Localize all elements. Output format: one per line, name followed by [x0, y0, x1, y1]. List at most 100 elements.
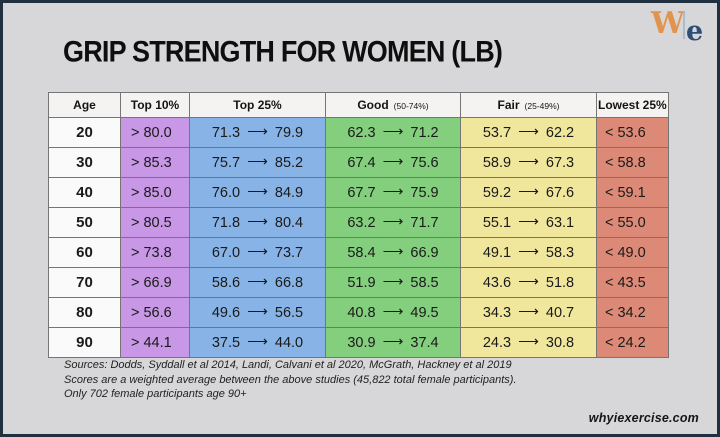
range-from: 67.4	[347, 154, 376, 171]
range-from: 40.8	[347, 304, 376, 321]
fair-cell: 58.9 ⟶ 67.3	[460, 147, 597, 178]
website-url: whyiexercise.com	[588, 411, 699, 425]
range-from: 67.0	[211, 244, 241, 261]
fair-cell: 24.3 ⟶ 30.8	[460, 327, 597, 358]
right-arrow-icon range-arrow: ⟶	[382, 183, 404, 200]
age-cell: 20	[48, 117, 121, 148]
top10-cell: > 80.5	[120, 207, 190, 238]
range-from: 37.5	[211, 334, 241, 351]
range-to: 30.8	[545, 334, 575, 351]
range-from: 59.2	[482, 184, 512, 201]
range-to: 84.9	[274, 184, 304, 201]
header-age-label: Age	[73, 98, 96, 112]
lowest-cell: < 24.2	[596, 327, 669, 358]
header-top25: Top 25%	[189, 92, 326, 118]
fair-cell: 53.7 ⟶ 62.2	[460, 117, 597, 148]
fair-cell: 59.2 ⟶ 67.6	[460, 177, 597, 208]
header-fair-sublabel: (25-49%)	[524, 101, 560, 111]
right-arrow-icon range-arrow: ⟶	[382, 123, 404, 140]
top10-cell: > 80.0	[120, 117, 190, 148]
range-from: 34.3	[482, 304, 512, 321]
right-arrow-icon range-arrow: ⟶	[382, 303, 404, 320]
range-to: 71.2	[410, 124, 439, 141]
header-top10: Top 10%	[120, 92, 190, 118]
source-line-2: Scores are a weighted average between th…	[64, 373, 517, 386]
logo-divider	[683, 12, 685, 39]
right-arrow-icon range-arrow: ⟶	[518, 243, 539, 260]
top10-cell: > 85.0	[120, 177, 190, 208]
good-cell: 58.4 ⟶ 66.9	[325, 237, 461, 268]
lowest-cell: < 34.2	[596, 297, 669, 328]
header-age: Age	[48, 92, 121, 118]
page-title: GRIP STRENGTH FOR WOMEN (LB)	[63, 35, 503, 68]
range-to: 75.9	[410, 184, 439, 201]
right-arrow-icon range-arrow: ⟶	[382, 333, 404, 350]
range-from: 30.9	[347, 334, 376, 351]
source-line-3: Only 702 female participants age 90+	[64, 388, 247, 400]
fair-cell: 34.3 ⟶ 40.7	[460, 297, 597, 328]
table-row: 30 > 85.3 75.7 ⟶ 85.2 67.4 ⟶ 75.6 58.9 ⟶ 67.3 …	[48, 147, 669, 178]
right-arrow-icon range-arrow: ⟶	[518, 183, 539, 200]
right-arrow-icon range-arrow: ⟶	[247, 213, 268, 230]
range-to: 73.7	[274, 244, 304, 261]
good-cell: 51.9 ⟶ 58.5	[325, 267, 461, 298]
header-fair: Fair (25-49%)	[460, 92, 597, 118]
top10-cell: > 66.9	[120, 267, 190, 298]
range-from: 67.7	[347, 184, 376, 201]
table-row: 70 > 66.9 58.6 ⟶ 66.8 51.9 ⟶ 58.5 43.6 ⟶ 51.8 …	[48, 267, 669, 298]
table-row: 40 > 85.0 76.0 ⟶ 84.9 67.7 ⟶ 75.9 59.2 ⟶ 67.6 …	[48, 177, 669, 208]
range-from: 51.9	[347, 274, 376, 291]
range-from: 55.1	[482, 214, 512, 231]
grip-strength-table: Age Top 10% Top 25% Good (50-74%) Fair (25…	[48, 92, 669, 358]
good-cell: 63.2 ⟶ 71.7	[325, 207, 461, 238]
right-arrow-icon range-arrow: ⟶	[247, 183, 268, 200]
range-to: 51.8	[545, 274, 575, 291]
header-top25-label: Top 25%	[233, 98, 282, 112]
range-to: 58.3	[545, 244, 575, 261]
age-cell: 30	[48, 147, 121, 178]
table-row: 50 > 80.5 71.8 ⟶ 80.4 63.2 ⟶ 71.7 55.1 ⟶ 63.1 …	[48, 207, 669, 238]
top10-cell: > 85.3	[120, 147, 190, 178]
table-header-row: Age Top 10% Top 25% Good (50-74%) Fair (25…	[48, 92, 669, 118]
range-to: 85.2	[274, 154, 304, 171]
header-top10-label: Top 10%	[130, 98, 180, 112]
range-from: 53.7	[482, 124, 512, 141]
age-cell: 90	[48, 327, 121, 358]
range-from: 49.6	[211, 304, 241, 321]
logo-letter-e: e	[686, 16, 704, 47]
top10-cell: > 56.6	[120, 297, 190, 328]
top25-cell: 71.3 ⟶ 79.9	[189, 117, 326, 148]
right-arrow-icon range-arrow: ⟶	[382, 213, 404, 230]
range-from: 71.3	[211, 124, 241, 141]
range-to: 67.3	[545, 154, 575, 171]
range-to: 79.9	[274, 124, 304, 141]
header-lowest25: Lowest 25%	[596, 92, 669, 118]
lowest-cell: < 59.1	[596, 177, 669, 208]
range-to: 56.5	[274, 304, 304, 321]
top25-cell: 76.0 ⟶ 84.9	[189, 177, 326, 208]
right-arrow-icon range-arrow: ⟶	[518, 273, 539, 290]
top25-cell: 71.8 ⟶ 80.4	[189, 207, 326, 238]
range-from: 75.7	[211, 154, 241, 171]
good-cell: 67.4 ⟶ 75.6	[325, 147, 461, 178]
right-arrow-icon range-arrow: ⟶	[247, 243, 268, 260]
range-from: 71.8	[211, 214, 241, 231]
right-arrow-icon range-arrow: ⟶	[247, 123, 268, 140]
logo-letter-w: W	[651, 6, 685, 41]
right-arrow-icon range-arrow: ⟶	[518, 123, 539, 140]
top25-cell: 49.6 ⟶ 56.5	[189, 297, 326, 328]
age-cell: 60	[48, 237, 121, 268]
good-cell: 40.8 ⟶ 49.5	[325, 297, 461, 328]
top25-cell: 67.0 ⟶ 73.7	[189, 237, 326, 268]
range-to: 63.1	[545, 214, 575, 231]
table-row: 60 > 73.8 67.0 ⟶ 73.7 58.4 ⟶ 66.9 49.1 ⟶ 58.3 …	[48, 237, 669, 268]
header-good-sublabel: (50-74%)	[393, 101, 429, 111]
header-good: Good (50-74%)	[325, 92, 461, 118]
fair-cell: 49.1 ⟶ 58.3	[460, 237, 597, 268]
age-cell: 70	[48, 267, 121, 298]
right-arrow-icon range-arrow: ⟶	[247, 273, 268, 290]
range-to: 40.7	[545, 304, 575, 321]
table-row: 20 > 80.0 71.3 ⟶ 79.9 62.3 ⟶ 71.2 53.7 ⟶ 62.2 …	[48, 117, 669, 148]
header-good-label: Good	[357, 98, 389, 112]
